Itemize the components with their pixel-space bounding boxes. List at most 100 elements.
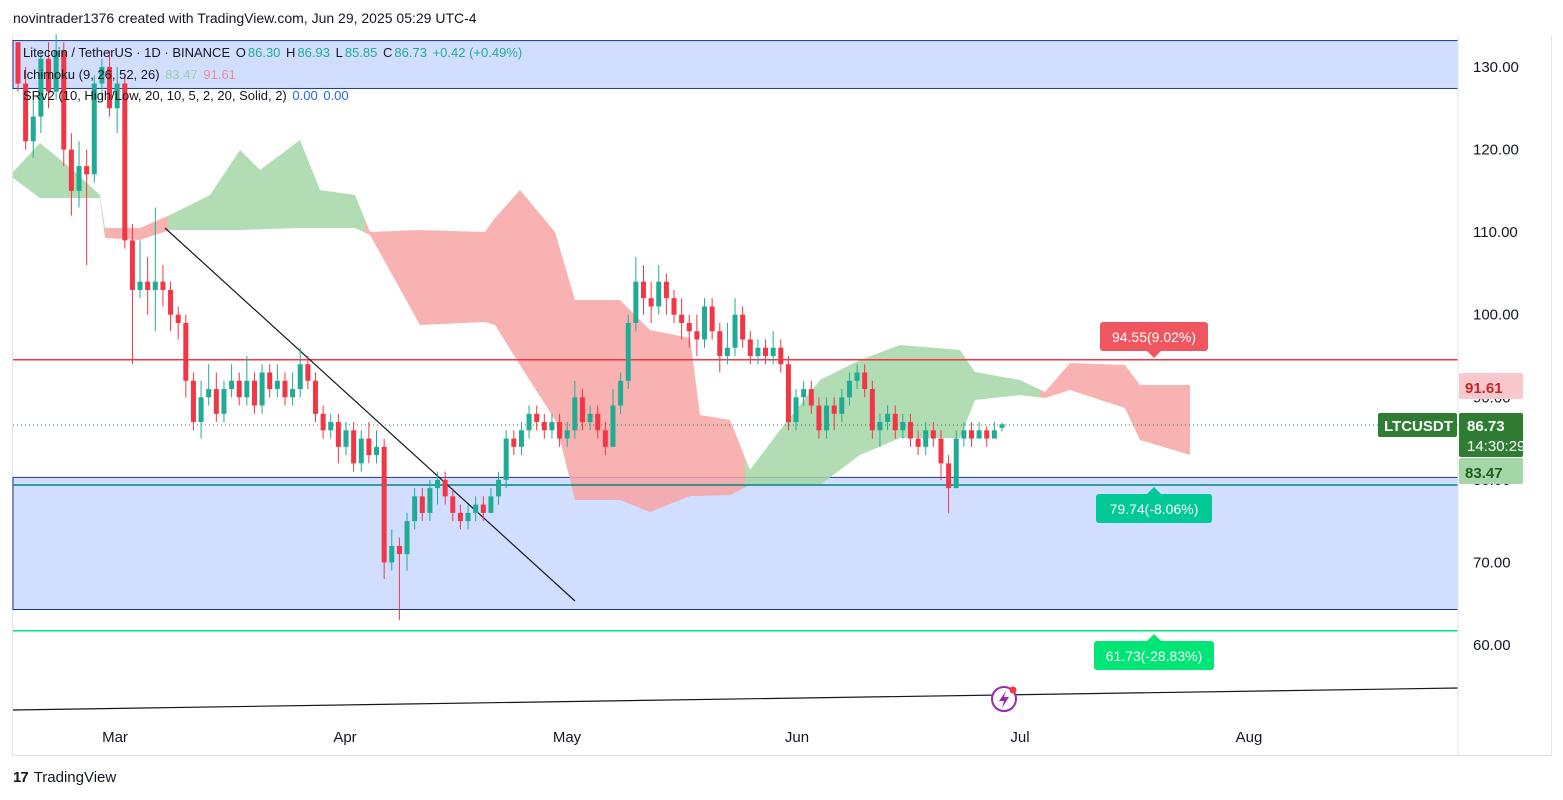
candle[interactable] <box>152 207 158 332</box>
symbol-tag[interactable]: LTCUSDT <box>1378 413 1457 437</box>
candle[interactable] <box>404 512 410 571</box>
candle[interactable] <box>724 322 730 365</box>
candle[interactable] <box>907 413 913 447</box>
candle[interactable] <box>785 356 791 431</box>
candle[interactable] <box>968 422 974 447</box>
candle[interactable] <box>137 240 143 299</box>
candle[interactable] <box>755 339 761 365</box>
candle[interactable] <box>831 397 837 431</box>
candle[interactable] <box>15 42 21 92</box>
candle[interactable] <box>892 405 898 439</box>
candle[interactable] <box>862 364 868 398</box>
candle[interactable] <box>702 298 708 348</box>
candle[interactable] <box>663 273 669 315</box>
candle[interactable] <box>511 430 517 456</box>
candle[interactable] <box>732 298 738 356</box>
candle[interactable] <box>984 426 990 447</box>
candle[interactable] <box>999 422 1005 432</box>
candle[interactable] <box>145 256 151 315</box>
candle[interactable] <box>930 422 936 447</box>
candle[interactable] <box>572 380 578 439</box>
candle[interactable] <box>99 58 105 101</box>
candle[interactable] <box>290 372 296 406</box>
candle[interactable] <box>640 265 646 315</box>
candle[interactable] <box>473 496 479 522</box>
candle[interactable] <box>160 265 166 307</box>
candle[interactable] <box>839 389 845 423</box>
candle[interactable] <box>450 488 456 522</box>
candle[interactable] <box>419 488 425 522</box>
candle[interactable] <box>412 488 418 530</box>
candle[interactable] <box>534 405 540 431</box>
candle[interactable] <box>625 314 631 390</box>
candle[interactable] <box>198 380 204 439</box>
lightning-icon[interactable] <box>991 686 1017 712</box>
candle[interactable] <box>595 405 601 439</box>
candle[interactable] <box>915 430 921 456</box>
ichimoku-legend[interactable]: Ichimoku (9, 26, 52, 26) 83.47 91.61 <box>23 67 238 82</box>
candle[interactable] <box>358 430 364 472</box>
candle[interactable] <box>824 397 830 439</box>
candle[interactable] <box>587 405 593 431</box>
candle[interactable] <box>91 75 97 183</box>
candle[interactable] <box>457 504 463 530</box>
candle[interactable] <box>244 356 250 406</box>
major-support-annotation[interactable]: 61.73(-28.83%) <box>1094 634 1214 670</box>
candle[interactable] <box>76 141 82 208</box>
candle[interactable] <box>282 372 288 406</box>
candle[interactable] <box>671 289 677 323</box>
candle[interactable] <box>61 42 67 167</box>
candle[interactable] <box>30 100 36 158</box>
candle[interactable] <box>374 430 380 464</box>
candle[interactable] <box>656 265 662 315</box>
candle[interactable] <box>953 430 959 489</box>
candle[interactable] <box>68 133 74 216</box>
candle[interactable] <box>343 422 349 456</box>
candle[interactable] <box>396 537 402 621</box>
candle[interactable] <box>648 281 654 323</box>
candle[interactable] <box>320 405 326 439</box>
downtrend-line[interactable] <box>164 227 576 602</box>
candle[interactable] <box>618 372 624 414</box>
candle[interactable] <box>694 314 700 356</box>
candle[interactable] <box>183 314 189 398</box>
candle[interactable] <box>251 372 257 414</box>
candle[interactable] <box>541 413 547 439</box>
candle[interactable] <box>53 33 59 101</box>
candle[interactable] <box>976 422 982 439</box>
candle[interactable] <box>549 413 555 439</box>
candle[interactable] <box>46 42 52 109</box>
candle[interactable] <box>503 430 509 489</box>
ichimoku-price-tag-upper[interactable]: 91.61 <box>1459 373 1523 399</box>
candle[interactable] <box>328 413 334 439</box>
candle[interactable] <box>770 331 776 365</box>
candle[interactable] <box>564 422 570 447</box>
candle[interactable] <box>274 364 280 398</box>
candle[interactable] <box>679 298 685 340</box>
candle[interactable] <box>213 372 219 423</box>
candle[interactable] <box>236 372 242 406</box>
candle[interactable] <box>351 422 357 472</box>
candle[interactable] <box>778 339 784 373</box>
srv2-legend[interactable]: SRv2 (10, High/Low, 20, 10, 5, 2, 20, So… <box>23 88 351 103</box>
candle[interactable] <box>557 413 563 447</box>
candle[interactable] <box>381 438 387 579</box>
candle[interactable] <box>961 422 967 447</box>
candle[interactable] <box>869 380 875 439</box>
candle[interactable] <box>854 364 860 390</box>
candle[interactable] <box>175 306 181 340</box>
candle[interactable] <box>885 405 891 431</box>
candle[interactable] <box>305 356 311 390</box>
candle[interactable] <box>465 504 471 530</box>
support-annotation[interactable]: 79.74(-8.06%) <box>1096 487 1212 523</box>
candle[interactable] <box>518 422 524 456</box>
candle[interactable] <box>602 422 608 456</box>
candle[interactable] <box>335 413 341 464</box>
candle[interactable] <box>435 471 441 505</box>
candle[interactable] <box>496 471 502 505</box>
candle[interactable] <box>221 380 227 423</box>
candle[interactable] <box>427 479 433 522</box>
candle[interactable] <box>23 67 29 150</box>
candle[interactable] <box>259 364 265 414</box>
